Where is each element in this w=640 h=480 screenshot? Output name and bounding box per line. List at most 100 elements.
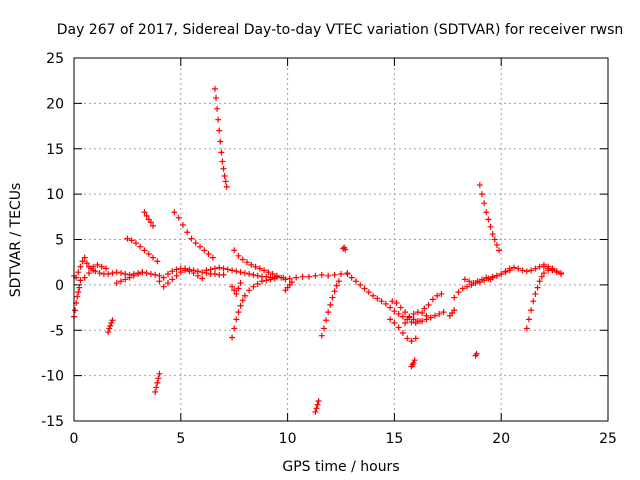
data-point (220, 271, 227, 278)
data-point (451, 294, 458, 301)
data-point (320, 325, 327, 332)
data-point (207, 266, 214, 273)
data-point (451, 307, 458, 314)
data-point (414, 309, 421, 316)
series-arc-01 (71, 284, 83, 320)
data-point (318, 332, 325, 339)
data-point (387, 304, 394, 311)
data-point (90, 263, 97, 270)
data-point (233, 290, 240, 297)
data-point (211, 265, 218, 272)
data-point (235, 252, 242, 259)
data-point (342, 246, 349, 253)
data-point (126, 274, 133, 281)
data-point (76, 284, 83, 291)
data-point (493, 272, 500, 279)
data-point (215, 116, 222, 123)
data-point (235, 309, 242, 316)
data-point (461, 276, 468, 283)
data-point (96, 270, 103, 277)
data-point (269, 270, 276, 277)
data-point (540, 270, 547, 277)
data-point (160, 274, 167, 281)
data-point (164, 280, 171, 287)
data-point (231, 247, 238, 254)
data-point (549, 266, 556, 273)
data-point (182, 267, 189, 274)
data-point (436, 310, 443, 317)
series-arc-13 (203, 264, 278, 281)
data-point (177, 269, 184, 276)
data-point (519, 267, 526, 274)
data-point (545, 263, 552, 270)
data-point (154, 379, 161, 386)
data-point (419, 318, 426, 325)
series-arc-34 (523, 265, 556, 332)
data-point (532, 265, 539, 272)
data-point (498, 270, 505, 277)
series-arc-35 (540, 261, 565, 277)
data-point (173, 266, 180, 273)
data-point (483, 209, 490, 216)
data-point (217, 138, 224, 145)
data-point (173, 272, 180, 279)
data-point (239, 297, 246, 304)
data-point (252, 263, 259, 270)
data-point (203, 267, 210, 274)
data-point (470, 280, 477, 287)
data-point (223, 183, 230, 190)
data-point (534, 284, 541, 291)
data-point (214, 105, 221, 112)
data-point (103, 265, 110, 272)
data-point (190, 270, 197, 277)
data-point (235, 285, 242, 292)
data-point (220, 265, 227, 272)
data-point (399, 329, 406, 336)
x-tick-label: 20 (492, 431, 510, 447)
data-point (523, 325, 530, 332)
y-tick-label: 10 (46, 187, 64, 203)
data-point (105, 270, 112, 277)
data-point (169, 276, 176, 283)
data-point (192, 240, 199, 247)
x-tick-label: 10 (279, 431, 297, 447)
data-point (395, 310, 402, 317)
data-point (222, 178, 229, 185)
data-point (250, 283, 257, 290)
data-point (150, 254, 157, 261)
data-point (152, 388, 159, 395)
data-point (83, 260, 90, 267)
data-point (211, 85, 218, 92)
data-point (108, 319, 115, 326)
data-point (229, 283, 236, 290)
data-point (314, 401, 321, 408)
data-point (325, 272, 332, 279)
series-arc-23 (387, 316, 419, 345)
data-point (135, 270, 142, 277)
data-point (331, 271, 338, 278)
data-point (137, 243, 144, 250)
data-point (481, 200, 488, 207)
y-tick-label: -10 (41, 369, 64, 385)
data-point (478, 191, 485, 198)
data-point (408, 338, 415, 345)
data-point (241, 292, 248, 299)
data-point (553, 268, 560, 275)
data-point (109, 317, 116, 324)
data-point (438, 290, 445, 297)
data-point (391, 308, 398, 315)
data-point (224, 266, 231, 273)
data-point (143, 270, 150, 277)
data-point (117, 278, 124, 285)
data-point (410, 316, 417, 323)
data-point (406, 314, 413, 321)
data-point (113, 280, 120, 287)
data-point (325, 309, 332, 316)
data-point (77, 263, 84, 270)
data-point (352, 278, 359, 285)
data-point (155, 375, 162, 382)
data-point (77, 277, 84, 284)
data-point (476, 182, 483, 189)
data-point (72, 307, 79, 314)
data-point (117, 270, 124, 277)
